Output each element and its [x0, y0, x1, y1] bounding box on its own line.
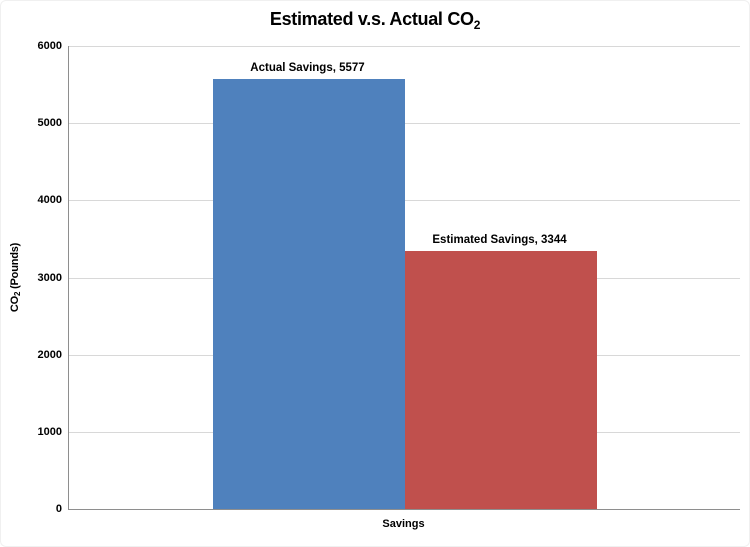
x-axis-title: Savings [382, 518, 425, 530]
y-axis-title: CO2 (Pounds) [9, 4, 22, 546]
y-tick-label-5000: 5000 [37, 117, 62, 130]
chart-title-subscript: 2 [473, 18, 481, 32]
plot-area [68, 46, 740, 510]
y-axis-title-subscript: 2 [13, 291, 22, 297]
data-label-actual-savings: Actual Savings, 5577 [250, 61, 365, 74]
gridline-6000 [69, 46, 740, 47]
gridline-4000 [69, 200, 740, 202]
y-tick-label-2000: 2000 [37, 348, 62, 361]
y-tick-label-6000: 6000 [37, 40, 62, 52]
chart-title: Estimated v.s. Actual CO2 [1, 9, 749, 32]
y-tick-label-1000: 1000 [37, 425, 62, 438]
y-tick-label-0: 0 [55, 503, 62, 515]
y-tick-label-3000: 3000 [37, 271, 62, 284]
gridline-5000 [69, 123, 740, 125]
y-axis-title-suffix: (Pounds) [9, 242, 21, 292]
bar-actual-savings [212, 78, 405, 509]
y-tick-label-4000: 4000 [37, 194, 62, 207]
bar-estimated-savings [404, 250, 597, 509]
y-axis-title-prefix: CO [9, 296, 21, 313]
chart-title-text: Estimated v.s. Actual CO [269, 9, 474, 29]
data-label-estimated-savings: Estimated Savings, 3344 [432, 233, 567, 246]
